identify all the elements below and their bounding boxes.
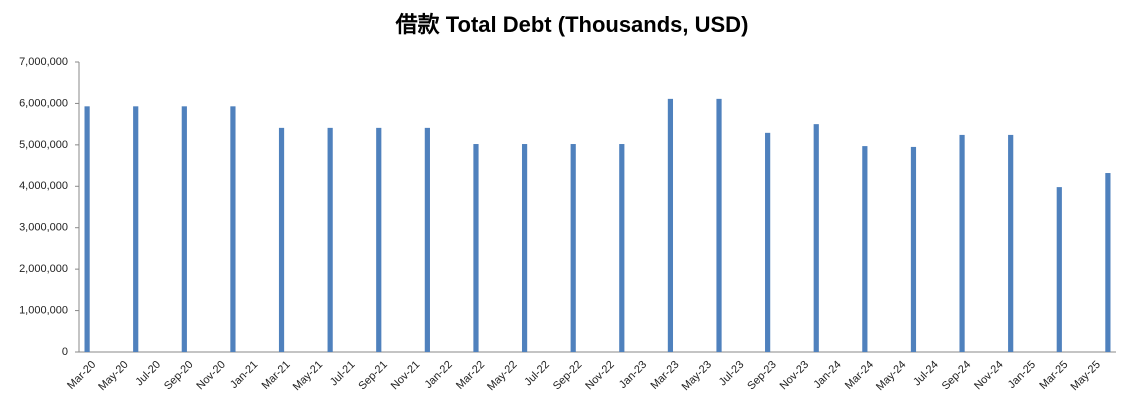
- x-tick-label: Mar-20: [65, 359, 98, 392]
- bar: [181, 106, 187, 352]
- y-tick-label: 2,000,000: [19, 263, 68, 275]
- x-tick-label: Nov-22: [583, 359, 617, 393]
- y-tick-label: 1,000,000: [19, 304, 68, 316]
- y-tick-label: 0: [62, 346, 68, 358]
- bar: [959, 134, 965, 352]
- x-tick-label: Jan-24: [811, 359, 843, 391]
- bar: [230, 106, 236, 352]
- x-tick-label: May-20: [96, 359, 130, 393]
- bar: [133, 106, 139, 352]
- x-tick-label: Jul-20: [133, 359, 163, 389]
- bar: [473, 144, 479, 352]
- bar: [1056, 187, 1062, 352]
- x-tick-label: Jan-23: [617, 359, 649, 391]
- x-tick-label: Mar-23: [649, 359, 682, 392]
- bar: [765, 132, 771, 352]
- x-tick-label: Sep-23: [745, 359, 779, 393]
- x-tick-label: Nov-21: [389, 359, 423, 393]
- y-tick-label: 6,000,000: [19, 97, 68, 109]
- bar: [424, 127, 430, 352]
- x-tick-label: Jul-21: [328, 359, 358, 389]
- x-tick-label: Mar-25: [1037, 359, 1070, 392]
- x-tick-label: Sep-20: [162, 359, 196, 393]
- x-tick-label: Jul-23: [717, 359, 747, 389]
- bar: [1105, 173, 1111, 352]
- bar: [716, 98, 722, 352]
- x-tick-label: May-24: [874, 359, 908, 393]
- x-tick-label: Sep-21: [356, 359, 390, 393]
- bar: [278, 127, 285, 352]
- x-tick-label: Jan-22: [423, 359, 455, 391]
- x-tick-label: Nov-24: [972, 359, 1006, 393]
- x-tick-label: Mar-22: [454, 359, 487, 392]
- bar: [862, 146, 868, 352]
- x-tick-label: Sep-24: [940, 359, 974, 393]
- bar: [376, 127, 382, 352]
- x-tick-label: May-23: [680, 359, 714, 393]
- x-tick-label: Jul-24: [911, 359, 941, 389]
- x-tick-label: Jan-21: [228, 359, 260, 391]
- x-tick-label: Jul-22: [522, 359, 552, 389]
- x-tick-label: Mar-24: [843, 359, 876, 392]
- bar: [521, 144, 528, 352]
- x-tick-label: Jan-25: [1006, 359, 1038, 391]
- x-tick-label: Nov-23: [778, 359, 812, 393]
- x-tick-label: Sep-22: [551, 359, 585, 393]
- x-tick-label: Nov-20: [194, 359, 228, 393]
- y-tick-label: 4,000,000: [19, 180, 68, 192]
- bar: [327, 127, 333, 352]
- bar: [619, 144, 625, 352]
- bar: [667, 98, 674, 352]
- x-tick-label: May-22: [485, 359, 519, 393]
- x-tick-label: May-21: [291, 359, 325, 393]
- x-tick-label: May-25: [1068, 359, 1102, 393]
- y-tick-label: 5,000,000: [19, 139, 68, 151]
- chart-title: 借款 Total Debt (Thousands, USD): [395, 12, 749, 37]
- x-tick-label: Mar-21: [260, 359, 293, 392]
- bar: [1008, 134, 1014, 352]
- y-tick-label: 7,000,000: [19, 56, 68, 68]
- y-tick-label: 3,000,000: [19, 222, 68, 234]
- bar: [84, 106, 90, 352]
- bar: [570, 144, 576, 352]
- bar: [813, 124, 819, 353]
- bar: [910, 146, 917, 352]
